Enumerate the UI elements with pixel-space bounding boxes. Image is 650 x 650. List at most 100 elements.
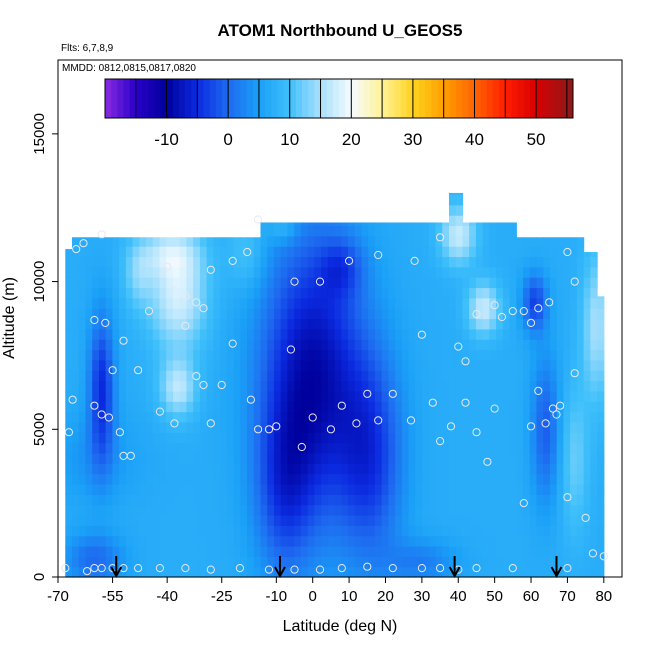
heatmap-cell	[287, 380, 295, 392]
heatmap-cell	[199, 473, 208, 485]
heatmap-cell	[72, 277, 80, 289]
heatmap-cell	[381, 318, 389, 330]
heatmap-cell	[92, 525, 100, 537]
heatmap-cell	[374, 504, 383, 516]
heatmap-cell	[422, 452, 430, 464]
heatmap-cell	[341, 256, 349, 268]
heatmap-cell	[179, 442, 188, 454]
heatmap-cell	[408, 339, 416, 351]
heatmap-cell	[428, 380, 437, 392]
heatmap-cell	[489, 411, 497, 423]
heatmap-cell	[233, 514, 241, 526]
heatmap-cell	[428, 359, 437, 371]
heatmap-cell	[233, 494, 241, 506]
heatmap-cell	[590, 452, 598, 464]
heatmap-cell	[179, 237, 188, 247]
heatmap-cell	[72, 504, 80, 516]
heatmap-cell	[435, 349, 443, 361]
heatmap-cell	[85, 237, 93, 247]
heatmap-cell	[428, 463, 437, 475]
heatmap-cell	[179, 246, 188, 258]
heatmap-cell	[98, 308, 107, 320]
heatmap-cell	[307, 390, 315, 402]
heatmap-cell	[448, 308, 457, 320]
heatmap-cell	[475, 339, 484, 351]
heatmap-cell	[475, 442, 484, 454]
observation-point	[97, 564, 106, 573]
heatmap-cell	[314, 535, 322, 547]
colorbar-segment	[141, 79, 149, 118]
heatmap-cell	[590, 483, 598, 495]
heatmap-cell	[475, 246, 484, 258]
heatmap-cell	[489, 308, 497, 320]
heatmap-cell	[72, 266, 80, 278]
heatmap-cell	[287, 494, 295, 506]
heatmap-cell	[273, 504, 282, 516]
heatmap-cell	[368, 463, 376, 475]
heatmap-cell	[294, 473, 302, 485]
heatmap-cell	[294, 222, 302, 227]
heatmap-cell	[213, 442, 221, 454]
heatmap-cell	[543, 442, 551, 454]
heatmap-cell	[523, 277, 531, 289]
heatmap-cell	[428, 566, 437, 578]
heatmap-cell	[361, 287, 369, 299]
heatmap-cell	[455, 194, 464, 206]
heatmap-cell	[348, 442, 356, 454]
heatmap-cell	[179, 318, 188, 330]
colorbar-tick-label: 10	[280, 130, 299, 149]
heatmap-cell	[112, 359, 120, 371]
heatmap-cell	[334, 256, 342, 268]
heatmap-cell	[422, 390, 430, 402]
x-tick-label: -40	[156, 588, 178, 605]
heatmap-cell	[327, 411, 336, 423]
heatmap-cell	[482, 266, 490, 278]
heatmap-cell	[247, 328, 255, 340]
heatmap-cell	[576, 525, 585, 537]
heatmap-cell	[139, 504, 147, 516]
heatmap-cell	[159, 556, 167, 568]
colorbar-segment	[566, 79, 574, 118]
heatmap-cell	[543, 308, 551, 320]
heatmap-cell	[435, 525, 443, 537]
heatmap-cell	[448, 504, 457, 516]
heatmap-cell	[152, 390, 161, 402]
heatmap-cell	[408, 328, 416, 340]
x-axis-label: Latitude (deg N)	[283, 618, 398, 635]
observation-point	[326, 425, 335, 434]
heatmap-cell	[354, 287, 363, 299]
heatmap-cell	[307, 297, 315, 309]
heatmap-cell	[294, 401, 302, 413]
heatmap-cell	[280, 349, 289, 361]
heatmap-cell	[125, 463, 134, 475]
heatmap-cell	[401, 349, 410, 361]
heatmap-cell	[186, 545, 194, 557]
heatmap-cell	[597, 339, 605, 351]
heatmap-cell	[179, 535, 188, 547]
heatmap-cell	[247, 401, 255, 413]
heatmap-cell	[516, 525, 524, 537]
heatmap-cell	[152, 380, 161, 392]
heatmap-cell	[253, 463, 262, 475]
heatmap-cell	[78, 442, 87, 454]
heatmap-cell	[388, 421, 396, 433]
heatmap-cell	[193, 463, 201, 475]
heatmap-cell	[321, 277, 329, 289]
x-tick-label: 50	[486, 588, 503, 605]
heatmap-cell	[233, 535, 241, 547]
heatmap-cell	[112, 328, 120, 340]
heatmap-cell	[556, 287, 565, 299]
heatmap-cell	[327, 370, 336, 382]
heatmap-cell	[253, 246, 262, 258]
heatmap-cell	[543, 237, 551, 247]
heatmap-cell	[159, 380, 167, 392]
heatmap-cell	[341, 308, 349, 320]
heatmap-cell	[253, 483, 262, 495]
heatmap-cell	[233, 401, 241, 413]
heatmap-cell	[280, 318, 289, 330]
heatmap-cell	[448, 390, 457, 402]
heatmap-cell	[112, 266, 120, 278]
heatmap-cell	[179, 463, 188, 475]
heatmap-cell	[179, 328, 188, 340]
heatmap-cell	[65, 318, 73, 330]
